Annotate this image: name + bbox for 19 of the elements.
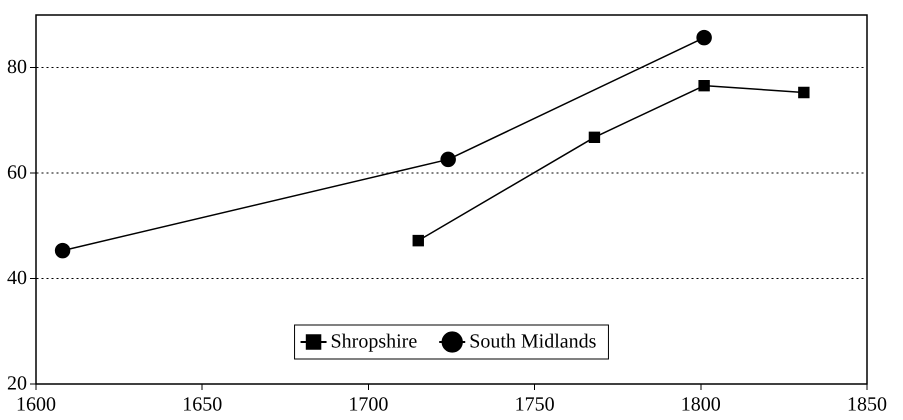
x-tick-label: 1600 [16, 393, 56, 416]
legend-label: Shropshire [330, 330, 418, 352]
y-tick-label: 40 [7, 266, 27, 289]
point [588, 132, 600, 143]
y-tick-label: 60 [7, 161, 27, 184]
x-tick-label: 1850 [847, 393, 887, 416]
x-tick-label: 1750 [514, 393, 555, 416]
point [698, 80, 710, 92]
x-tick-label: 1800 [680, 393, 721, 416]
point [54, 242, 70, 258]
x-tick-label: 1650 [182, 393, 222, 416]
y-tick-label: 80 [7, 56, 27, 78]
legend-label: South Midlands [469, 330, 597, 352]
point [696, 30, 712, 46]
y-tick-label: 20 [7, 372, 27, 394]
point [412, 234, 424, 246]
point [440, 152, 456, 168]
x-tick-label: 1700 [348, 393, 388, 416]
point [798, 86, 810, 98]
